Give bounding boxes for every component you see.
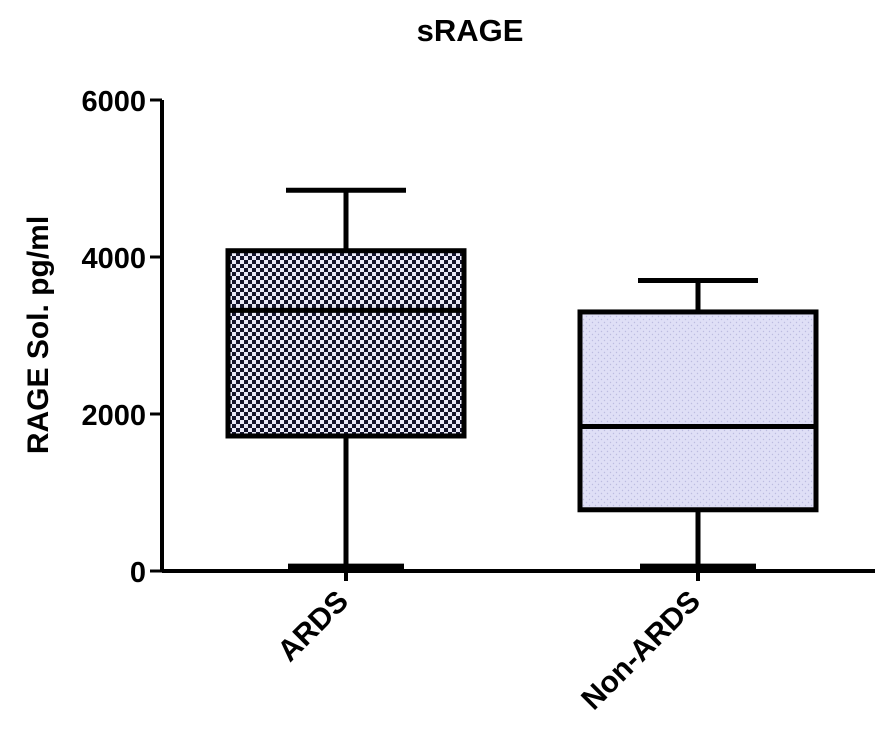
y-axis-label: RAGE Sol. pg/ml — [22, 216, 55, 454]
axes-layer — [150, 98, 875, 581]
y-tick-label: 6000 — [81, 86, 146, 118]
x-category-label: Non-ARDS — [575, 585, 707, 717]
chart-title: sRAGE — [417, 13, 524, 48]
y-tick-label: 4000 — [81, 243, 146, 275]
box — [577, 309, 819, 513]
boxes-layer — [225, 187, 819, 571]
x-category-label: ARDS — [272, 585, 355, 668]
y-tick-label: 0 — [130, 557, 146, 589]
box — [225, 248, 467, 439]
y-tick-label: 2000 — [81, 400, 146, 432]
